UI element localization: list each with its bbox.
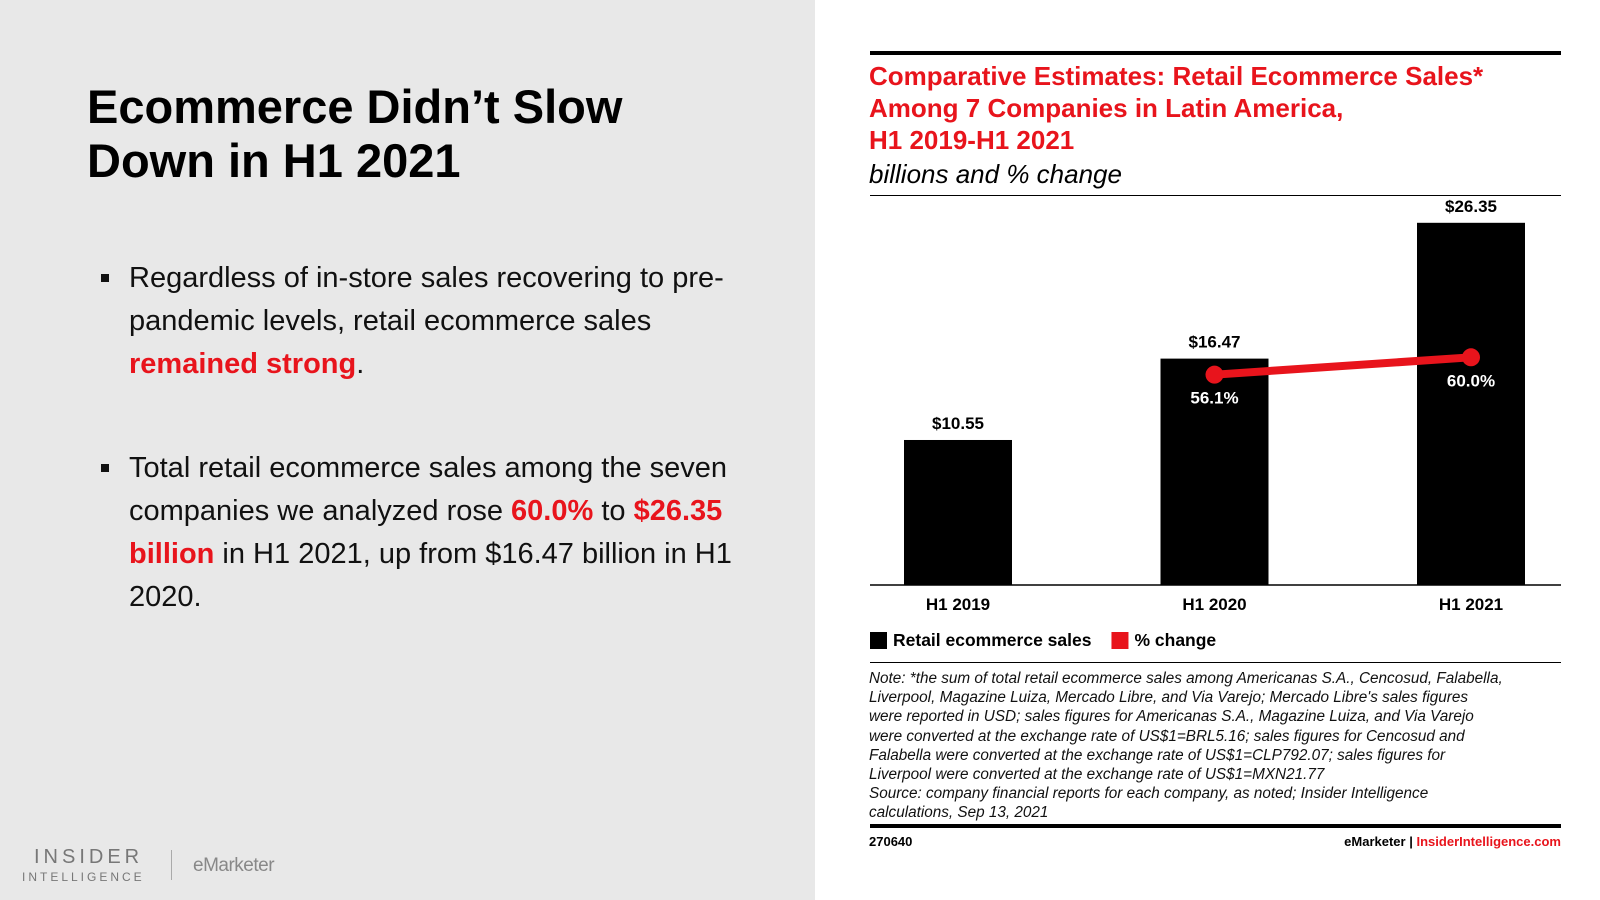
- bullet-marker: [101, 464, 109, 472]
- value-label: 56.1%: [1190, 389, 1238, 408]
- logo-brand: eMarketer: [193, 855, 275, 876]
- chart-source-brand: eMarketer | InsiderIntelligence.com: [1344, 834, 1561, 849]
- note-line: Liverpool were converted at the exchange…: [869, 766, 1325, 784]
- line-point: [1205, 365, 1224, 384]
- bar: [1160, 358, 1269, 585]
- legend-label: % change: [1134, 630, 1216, 650]
- bullet-text: to: [593, 495, 634, 527]
- slide-title-line: Ecommerce Didn’t Slow: [87, 80, 623, 133]
- separator: |: [1409, 834, 1413, 849]
- note-line: Liverpool, Magazine Luiza, Mercado Libre…: [869, 689, 1468, 707]
- value-label: $16.47: [1189, 333, 1241, 352]
- x-tick-label: H1 2019: [926, 595, 990, 614]
- bullet: Total retail ecommerce sales among the s…: [129, 447, 744, 619]
- bullet-marker: [101, 274, 109, 282]
- chart-title-line: Comparative Estimates: Retail Ecommerce …: [869, 61, 1484, 91]
- bullet: Regardless of in-store sales recovering …: [129, 257, 744, 386]
- logo-text: INSIDER: [34, 846, 144, 868]
- site: InsiderIntelligence.com: [1416, 834, 1562, 849]
- rule: [870, 195, 1561, 196]
- brand: eMarketer: [1344, 834, 1406, 849]
- legend-swatch: [870, 632, 887, 649]
- line-point: [1462, 348, 1480, 367]
- chart-subtitle: billions and % change: [869, 159, 1122, 189]
- logo-text: INTELLIGENCE: [22, 870, 145, 884]
- chart-title: Comparative Estimates: Retail Ecommerce …: [869, 60, 1483, 156]
- bullet-highlight: remained strong: [129, 348, 357, 380]
- x-tick-label: H1 2020: [1182, 595, 1246, 614]
- bullet-text: Regardless of in-store sales recovering …: [129, 262, 724, 337]
- bar: [904, 439, 1012, 585]
- legend-swatch: [1111, 632, 1129, 649]
- chart-note: Note: *the sum of total retail ecommerce…: [869, 669, 1503, 823]
- note-line: Note: *the sum of total retail ecommerce…: [869, 670, 1503, 687]
- bar: [1417, 222, 1525, 585]
- bullet-text: in H1 2021, up from $16.47 billion in H1…: [129, 538, 732, 613]
- slide-title-line: Down in H1 2021: [87, 134, 461, 187]
- note-line: calculations, Sep 13, 2021: [869, 804, 1049, 822]
- chart: $10.55 $16.47 $26.35 56.1% 60.0% H1 2019 H1 20…: [870, 197, 1561, 650]
- rule: [870, 662, 1561, 663]
- bullet-text: Total retail ecommerce sales among the s…: [129, 452, 728, 527]
- line: [1214, 353, 1472, 379]
- note-line: were reported in USD; sales figures for …: [869, 708, 1474, 726]
- value-label: 60.0%: [1447, 371, 1495, 390]
- bullet-highlight: 60.0%: [511, 495, 594, 527]
- rule: [870, 824, 1561, 828]
- x-tick-label: H1 2021: [1439, 595, 1503, 614]
- value-label: $26.35: [1445, 197, 1497, 216]
- bullet-text: .: [356, 348, 365, 380]
- note-line: were converted at the exchange rate of U…: [869, 727, 1465, 745]
- logo-divider: [171, 850, 172, 880]
- slide-title: Ecommerce Didn’t Slow Down in H1 2021: [87, 80, 622, 188]
- value-label: $10.55: [932, 414, 984, 433]
- rule: [870, 51, 1561, 55]
- legend-label: Retail ecommerce sales: [893, 630, 1092, 650]
- bullet-highlight: $26.35 billion: [129, 495, 723, 570]
- note-line: Source: company financial reports for ea…: [869, 785, 1429, 803]
- chart-id: 270640: [869, 834, 913, 849]
- left-panel: [0, 0, 815, 900]
- note-line: Falabella were converted at the exchange…: [869, 746, 1446, 764]
- chart-title-line: Among 7 Companies in Latin America,: [869, 93, 1344, 123]
- chart-title-line: H1 2019-H1 2021: [869, 125, 1075, 155]
